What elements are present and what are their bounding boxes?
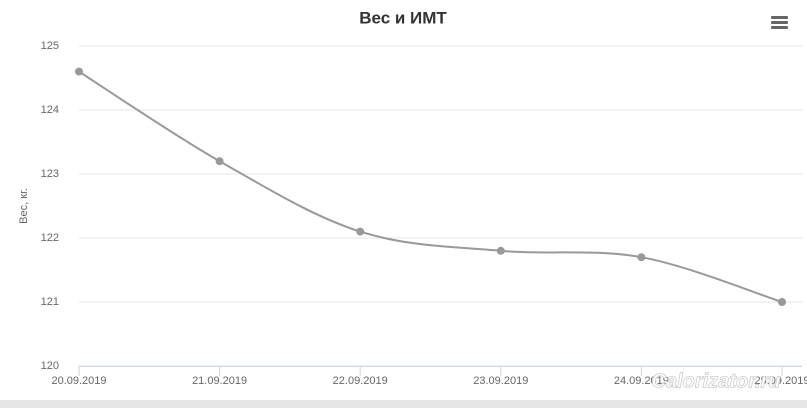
bottom-strip: [0, 400, 807, 408]
x-tick-label: 21.09.2019: [192, 375, 247, 387]
point: [637, 253, 646, 262]
y-tick-label: 120: [41, 360, 59, 372]
x-tick-label: 23.09.2019: [473, 375, 528, 387]
line: [78, 70, 783, 303]
x-tick-label: 20.09.2019: [51, 375, 106, 387]
x-tick-label: 24.09.2019: [614, 375, 669, 387]
watermark: Calorizator.ru: [652, 370, 781, 392]
menu-bar: [771, 16, 788, 19]
point: [778, 298, 786, 306]
point: [356, 227, 365, 236]
x-tick-label: 25.09.2019: [754, 375, 807, 387]
y-tick-label: 124: [41, 104, 59, 116]
x-tick-label: 22.09.2019: [333, 375, 388, 387]
y-axis-label: Вес, кг.: [18, 188, 30, 224]
chart-title: Вес и ИМТ: [359, 8, 447, 27]
menu-bar: [771, 26, 788, 29]
point: [496, 246, 505, 255]
menu-icon[interactable]: [771, 16, 788, 29]
y-tick-label: 122: [41, 232, 59, 244]
y-tick-label: 121: [41, 296, 59, 308]
point: [75, 67, 83, 76]
y-tick-label: 125: [41, 40, 59, 52]
menu-bar: [771, 21, 788, 24]
point: [215, 157, 224, 166]
y-tick-label: 123: [41, 168, 59, 180]
